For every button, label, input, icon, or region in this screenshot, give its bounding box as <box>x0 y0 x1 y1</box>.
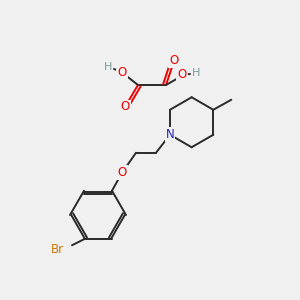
Text: O: O <box>169 55 178 68</box>
Text: Br: Br <box>51 243 64 256</box>
Text: O: O <box>117 166 127 179</box>
Text: H: H <box>192 68 200 78</box>
Text: O: O <box>120 100 130 113</box>
Text: O: O <box>177 68 187 82</box>
Text: H: H <box>104 62 112 72</box>
Text: N: N <box>166 128 174 141</box>
Text: N: N <box>166 128 174 141</box>
Text: O: O <box>117 65 127 79</box>
